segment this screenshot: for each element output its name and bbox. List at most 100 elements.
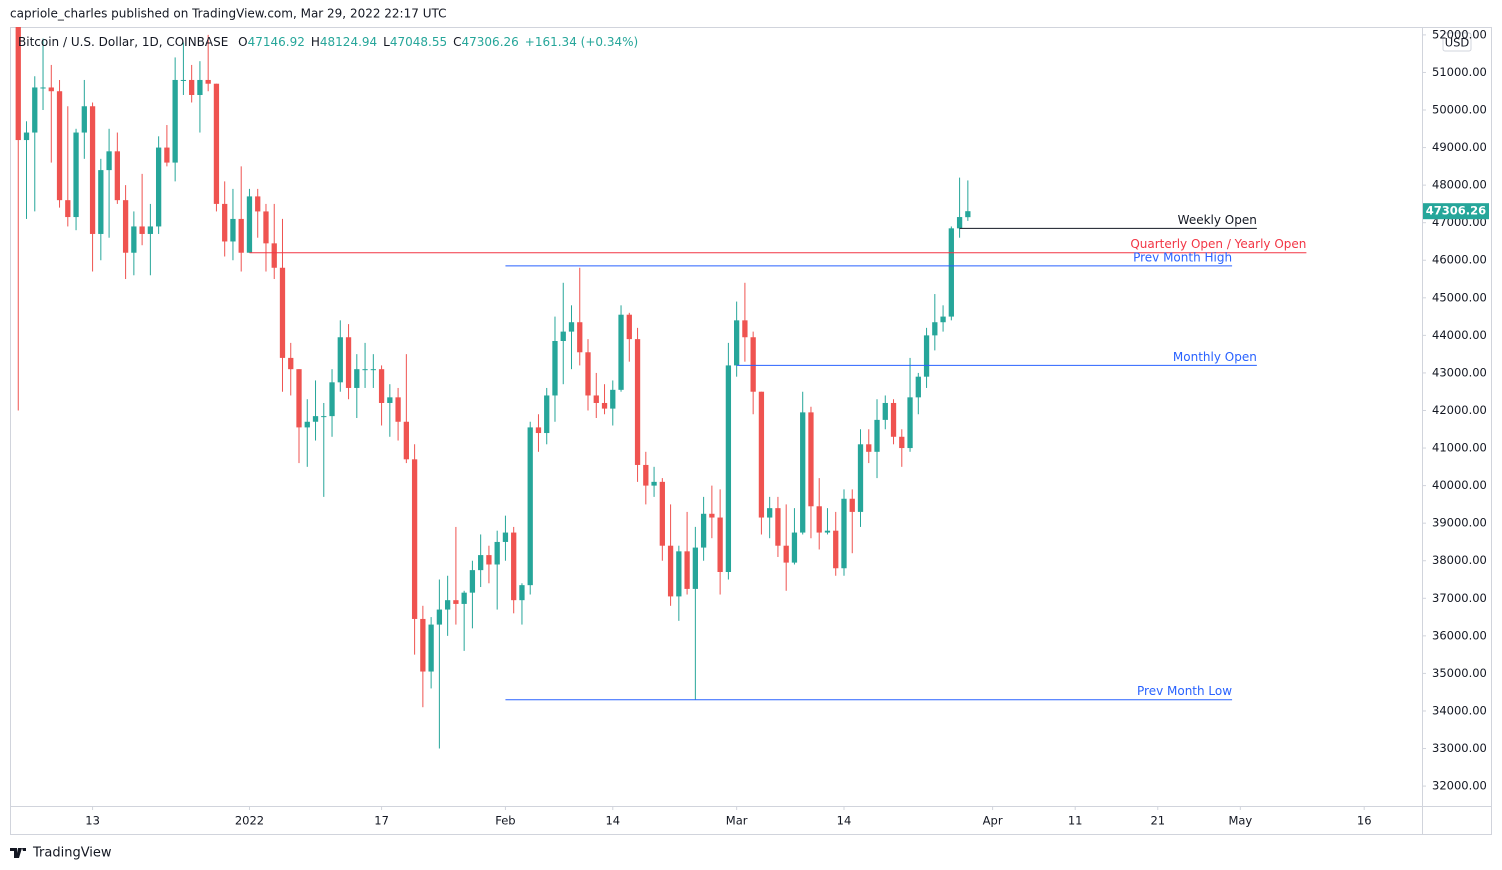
- candle-body: [899, 436, 905, 449]
- candle-body: [692, 547, 698, 589]
- candle-body: [428, 624, 434, 672]
- candle-body: [544, 395, 550, 434]
- candle-body: [230, 218, 236, 242]
- y-tick-label: 35000.00: [1432, 666, 1487, 680]
- candle-body: [453, 600, 459, 604]
- candle-body: [709, 513, 715, 518]
- candle-body: [560, 331, 566, 342]
- candle-body: [370, 369, 376, 371]
- candle-body: [610, 389, 616, 409]
- candle-body: [213, 83, 220, 204]
- x-tick-label: 13: [85, 814, 100, 828]
- candle-body: [478, 555, 484, 571]
- candle-body: [197, 79, 203, 95]
- candle-body: [651, 481, 657, 486]
- y-tick-label: 46000.00: [1432, 253, 1487, 267]
- legend: Bitcoin / U.S. Dollar, 1D, COINBASE O471…: [18, 35, 638, 49]
- change: +161.34 (+0.34%): [525, 35, 638, 49]
- x-tick-label: 14: [837, 814, 852, 828]
- candle-body: [527, 427, 533, 586]
- y-tick-label: 45000.00: [1432, 290, 1487, 304]
- y-tick-label: 36000.00: [1432, 628, 1487, 642]
- x-tick-label: 2022: [235, 814, 264, 828]
- candle-body: [634, 339, 641, 465]
- candle-body: [700, 513, 707, 548]
- candle-body: [667, 545, 674, 597]
- ohlc-key: C: [453, 35, 461, 49]
- candle-body: [180, 79, 187, 81]
- candle-body: [626, 314, 632, 340]
- candle-body: [296, 369, 302, 428]
- candle-body: [48, 87, 54, 92]
- candle-body: [147, 226, 154, 234]
- ohlc-value: 47306.26: [462, 35, 519, 49]
- candle-body: [717, 517, 723, 572]
- ohlc-value: 48124.94: [320, 35, 377, 49]
- candle-body: [56, 91, 63, 201]
- candle-body: [890, 402, 897, 437]
- candle-body: [502, 532, 509, 542]
- y-tick-label: 34000.00: [1432, 703, 1487, 717]
- candle-body: [395, 397, 401, 422]
- candle-body: [742, 320, 748, 338]
- candle-body: [362, 369, 368, 371]
- candle-body: [800, 412, 806, 533]
- candle-body: [643, 464, 649, 486]
- candle-body: [15, 27, 21, 141]
- candle-body: [81, 106, 87, 133]
- candle-body: [552, 341, 558, 396]
- x-tick-label: 17: [374, 814, 389, 828]
- candle-body: [659, 481, 665, 546]
- level-label: Prev Month Low: [1137, 684, 1232, 698]
- candle-body: [725, 365, 732, 572]
- price-tag: [1423, 203, 1489, 220]
- candle-body: [65, 200, 71, 218]
- candle-body: [98, 170, 104, 234]
- candle-body: [403, 421, 409, 460]
- y-tick-label: 48000.00: [1432, 178, 1487, 192]
- ohlc-key: O: [238, 35, 247, 49]
- candle-body: [882, 402, 888, 420]
- candle-body: [312, 416, 319, 422]
- y-tick-label: 52000.00: [1432, 27, 1487, 41]
- candle-body: [585, 352, 591, 396]
- candle-body: [791, 532, 798, 563]
- candle-body: [337, 337, 343, 383]
- candle-body: [684, 551, 690, 589]
- candle-body: [618, 314, 624, 390]
- candle-body: [857, 444, 864, 512]
- candle-body: [486, 555, 492, 565]
- x-tick-label: 21: [1150, 814, 1165, 828]
- candle-body: [758, 391, 765, 518]
- plot: [15, 27, 1307, 749]
- candle-body: [841, 498, 847, 569]
- candle-body: [189, 79, 195, 95]
- candle-body: [321, 416, 327, 418]
- y-tick-label: 40000.00: [1432, 478, 1487, 492]
- candle-body: [354, 369, 360, 388]
- logo: [10, 848, 26, 858]
- frame: [10, 27, 1492, 835]
- candle-body: [577, 322, 583, 353]
- candle-body: [932, 322, 938, 336]
- x-tick-label: May: [1228, 814, 1252, 828]
- candle-body: [271, 243, 277, 268]
- candle-body: [601, 402, 608, 409]
- y-tick-label: 38000.00: [1432, 553, 1487, 567]
- candle-body: [956, 217, 963, 229]
- y-tick-label: 50000.00: [1432, 103, 1487, 117]
- candle-body: [122, 200, 129, 253]
- candle-body: [866, 444, 872, 452]
- footer-brand: TradingView: [32, 846, 112, 861]
- ohlc-value: 47048.55: [390, 35, 447, 49]
- y-tick-label: 33000.00: [1432, 741, 1487, 755]
- candle-body: [444, 600, 451, 610]
- x-tick-label: Feb: [495, 814, 515, 828]
- candle-body: [808, 412, 814, 507]
- currency-box: [1442, 32, 1472, 52]
- ohlc: O47146.92 H48124.94 L47048.55 C47306.26 +161…: [238, 35, 638, 49]
- x-tick-label: 16: [1357, 814, 1372, 828]
- candle-body: [279, 267, 286, 358]
